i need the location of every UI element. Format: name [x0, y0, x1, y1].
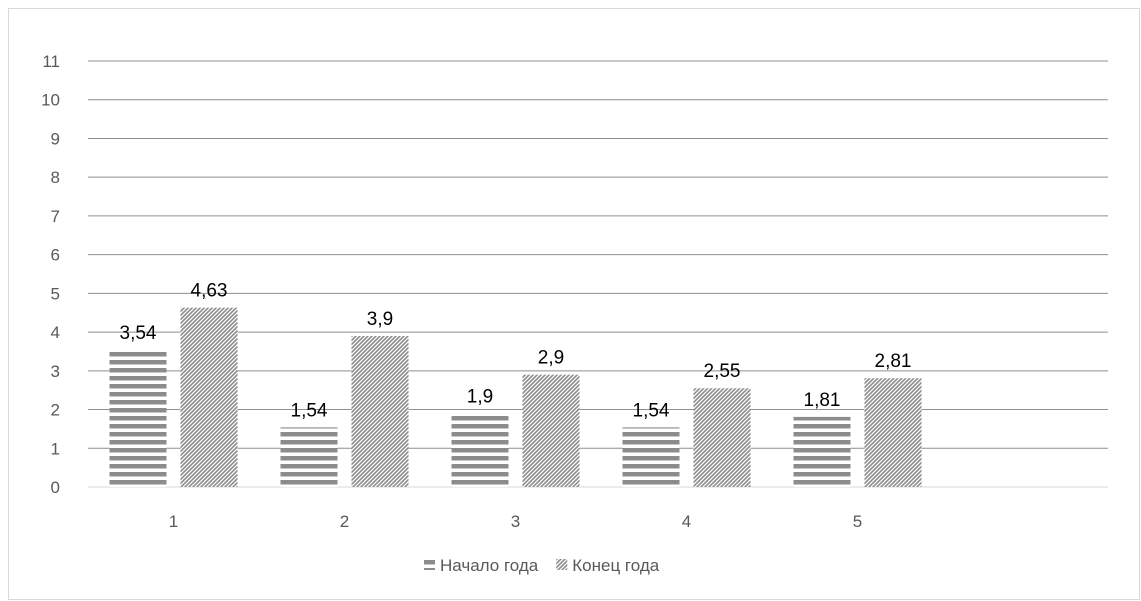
y-tick-label: 5 — [51, 284, 60, 303]
data-label: 3,9 — [367, 309, 393, 330]
x-tick-label: 3 — [511, 512, 520, 531]
y-tick-label: 3 — [51, 362, 60, 381]
bar-series-1-cat-4 — [622, 427, 680, 487]
y-tick-label: 8 — [51, 168, 60, 187]
legend-swatch-series-1 — [424, 559, 435, 570]
data-label: 2,9 — [538, 348, 564, 369]
y-axis-ticks: 0 1 2 3 4 5 6 7 8 9 10 11 — [41, 52, 60, 497]
bar-series-1-cat-5 — [793, 416, 851, 487]
legend-label-series-2: Конец года — [572, 556, 659, 575]
x-axis-ticks: 1 2 3 4 5 — [169, 512, 862, 531]
legend-swatch-series-2 — [556, 559, 568, 570]
bar-series-2-cat-2 — [351, 335, 409, 487]
bar-series-1-cat-1 — [109, 349, 167, 487]
y-tick-label: 6 — [51, 246, 60, 265]
x-tick-label: 1 — [169, 512, 178, 531]
data-label: 2,81 — [875, 351, 912, 372]
legend-label-series-1: Начало года — [440, 556, 539, 575]
data-label: 2,55 — [704, 361, 741, 382]
y-tick-label: 4 — [51, 323, 60, 342]
y-tick-label: 7 — [51, 207, 60, 226]
gridlines — [88, 60, 1108, 488]
bar-series-2-cat-5 — [864, 378, 922, 487]
bar-series-1-cat-3 — [451, 413, 509, 487]
data-label: 1,54 — [291, 400, 328, 421]
legend: Начало года Конец года — [424, 556, 660, 575]
data-label: 1,81 — [804, 390, 841, 411]
x-tick-label: 2 — [340, 512, 349, 531]
bar-series-2-cat-1 — [180, 307, 238, 487]
bars — [109, 307, 922, 487]
bar-series-2-cat-4 — [693, 388, 751, 487]
chart-frame — [8, 8, 1140, 600]
bar-series-1-cat-2 — [280, 427, 338, 487]
data-label: 1,9 — [467, 386, 493, 407]
y-tick-label: 9 — [51, 129, 60, 148]
data-label: 1,54 — [633, 400, 670, 421]
data-labels: 3,54 4,63 1,54 3,9 1,9 2,9 1,54 2,55 1,81 2,81 — [120, 281, 912, 422]
y-tick-label: 2 — [51, 401, 60, 420]
y-tick-label: 11 — [42, 52, 60, 71]
bar-series-2-cat-3 — [522, 374, 580, 487]
y-tick-label: 10 — [41, 91, 60, 110]
y-tick-label: 0 — [51, 478, 60, 497]
data-label: 3,54 — [120, 323, 157, 344]
x-tick-label: 4 — [682, 512, 691, 531]
data-label: 4,63 — [191, 281, 228, 302]
x-tick-label: 5 — [853, 512, 862, 531]
y-tick-label: 1 — [51, 439, 60, 458]
